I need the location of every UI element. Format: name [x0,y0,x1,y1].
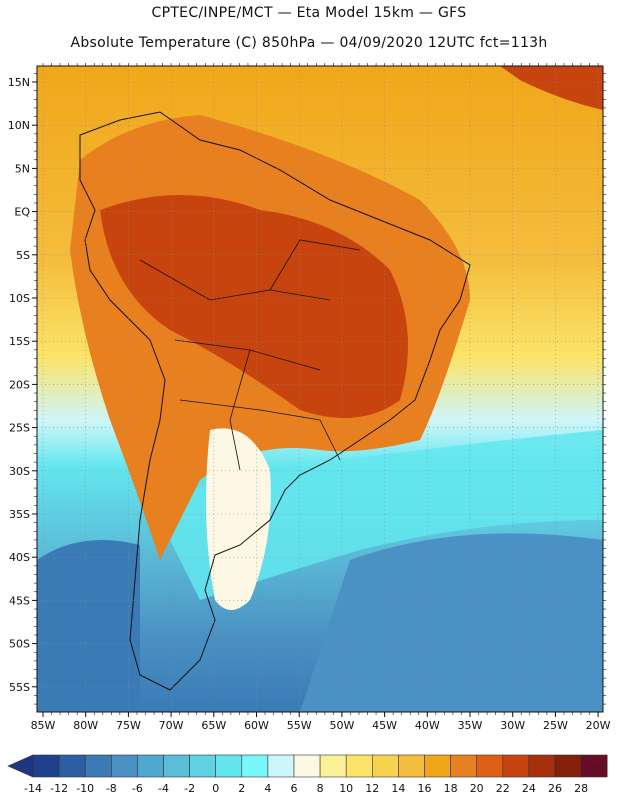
colorbar-tick-label: 4 [264,782,271,795]
colorbar-tick-label: 28 [574,782,588,795]
map-title-line-1: CPTEC/INPE/MCT — Eta Model 15km — GFS [151,5,467,21]
field-cold-southeast [300,533,603,712]
colorbar-tick-label: -8 [106,782,117,795]
colorbar-swatch [32,754,60,778]
latitude-label: 55S [9,681,30,694]
colorbar-swatch [345,754,373,778]
colorbar-swatch [398,754,425,778]
colorbar-swatch [554,754,582,778]
map-title-line-2: Absolute Temperature (C) 850hPa — 04/09/… [70,35,548,51]
colorbar-tick-label: 12 [365,782,379,795]
colorbar-tick-label: 16 [418,782,432,795]
colorbar-swatch [189,754,217,778]
latitude-label: 40S [9,551,30,564]
latitude-label: 15S [9,335,30,348]
colorbar-tick-label: -10 [76,782,94,795]
field-cold-southwest [37,540,140,712]
colorbar-tick-label: 14 [391,782,405,795]
colorbar-swatch [267,754,295,778]
latitude-label: 10N [8,119,30,132]
field-hot-core [100,195,408,418]
latitude-label: 30S [9,465,30,478]
colorbar-swatch [215,754,243,778]
colorbar-tick-label: -12 [50,782,68,795]
colorbar-swatch [241,754,269,778]
latitude-label: 50S [9,638,30,651]
latitude-label: EQ [14,206,30,219]
colorbar-tick-label: 2 [238,782,245,795]
colorbar-swatch [84,754,112,778]
latitude-label: 5S [16,249,30,262]
longitude-label: 30W [500,719,525,732]
latitude-label: 25S [9,422,30,435]
coastline [79,111,471,691]
colorbar-tick-label: 18 [444,782,458,795]
field-hot-northeast [500,66,603,110]
longitude-label: 50W [329,719,354,732]
colorbar-swatch [137,754,164,778]
latitude-label: 10S [9,292,30,305]
longitude-label: 20W [586,719,611,732]
field-pale-tongue [206,428,271,610]
longitude-label: 75W [116,719,141,732]
longitude-label: 45W [372,719,397,732]
colorbar-tick-label: -2 [184,782,195,795]
longitude-label: 40W [415,719,440,732]
colorbar-swatch [424,754,451,778]
colorbar-swatch [163,754,190,778]
colorbar-tick-label: 26 [548,782,562,795]
colorbar-over-arrow [580,754,606,778]
colorbar-tick-label: 20 [470,782,484,795]
temperature-map: 15N 10N 5N EQ 5S 10S 15S 20S 25S 30S 35S 40S 45S 50S 5… [8,63,611,732]
colorbar-tick-label: 8 [317,782,324,795]
colorbar-swatch [111,754,138,778]
colorbar-swatch [293,754,321,778]
map-frame [36,65,604,713]
country-borders [139,239,361,471]
colorbar-tick-label: 24 [522,782,536,795]
longitude-label: 60W [244,719,269,732]
colorbar-tick-label: 6 [291,782,298,795]
longitude-label: 55W [287,719,312,732]
colorbar-swatch [528,754,556,778]
colorbar-swatch [58,754,86,778]
colorbar-swatch [371,754,399,778]
longitude-label: 65W [201,719,226,732]
colorbar-swatch [450,754,478,778]
colorbar-tick-label: -4 [158,782,169,795]
colorbar-tick-label: -6 [132,782,143,795]
longitude-label: 80W [73,719,98,732]
latitude-label: 5N [15,162,30,175]
longitude-label: 35W [458,719,483,732]
colorbar-swatch [502,754,530,778]
colorbar-tick-label: 10 [339,782,353,795]
colorbar-swatch [319,754,347,778]
latitude-label: 20S [9,378,30,391]
latitude-label: 15N [8,76,30,89]
colorbar-tick-label: 0 [212,782,219,795]
colorbar-tick-label: -14 [24,782,42,795]
longitude-label: 25W [543,719,568,732]
latitude-label: 45S [9,594,30,607]
colorbar: -14 -12 -10 -8 -6 -4 -2 0 2 4 6 8 10 12 14 16 18 20 22 24 26… [7,754,608,795]
longitude-label: 85W [31,719,56,732]
latitude-label: 35S [9,508,30,521]
longitude-label: 70W [159,719,184,732]
colorbar-swatch [476,754,504,778]
colorbar-under-arrow [7,754,34,778]
colorbar-tick-label: 22 [496,782,510,795]
